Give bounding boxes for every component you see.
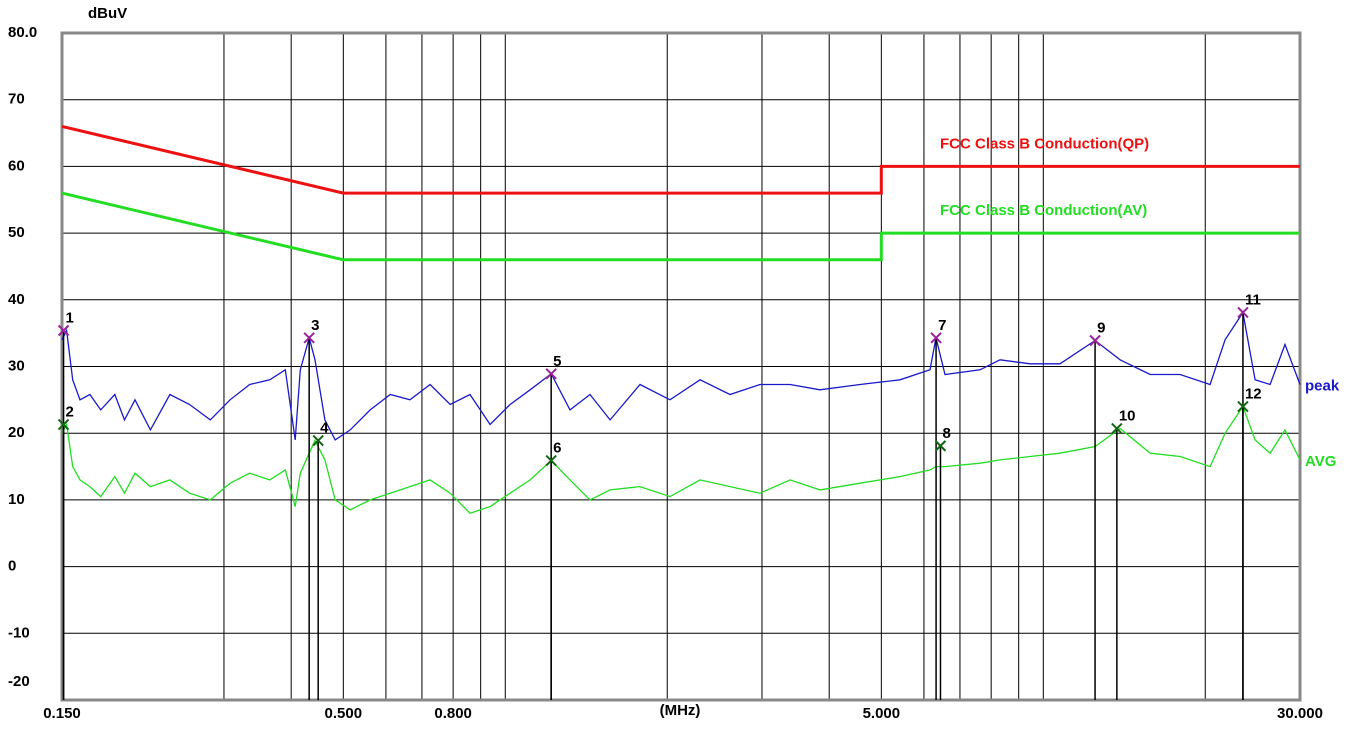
y-tick-label: 70 [8, 91, 25, 108]
y-tick-label: 10 [8, 491, 25, 508]
y-tick-label: -10 [8, 624, 30, 641]
marker-label: 11 [1245, 291, 1261, 308]
y-tick-label: 30 [8, 357, 25, 374]
marker-x [57, 324, 70, 337]
marker-label: 10 [1119, 407, 1136, 424]
x-axis-label: (MHz) [660, 702, 701, 719]
marker-x [930, 332, 942, 344]
series-label: FCC Class B Conduction(QP) [940, 135, 1149, 152]
y-tick-label: 40 [8, 291, 25, 308]
marker-label: 6 [553, 440, 561, 457]
marker-label: 12 [1245, 385, 1262, 402]
marker-label: 1 [66, 309, 74, 326]
series-line [61, 124, 1300, 195]
y-tick-label: -20 [8, 673, 30, 690]
x-tick-label: 0.150 [43, 705, 81, 722]
marker-label: 9 [1097, 319, 1105, 336]
marker-x [545, 368, 557, 380]
marker-x [545, 454, 557, 467]
marker-x [1089, 334, 1101, 347]
x-tick-label: 0.500 [325, 705, 363, 722]
y-axis-label: dBuV [88, 5, 127, 22]
series-line [61, 405, 1301, 514]
marker-label: 7 [938, 317, 946, 334]
marker-x [934, 440, 947, 452]
series-label: FCC Class B Conduction(AV) [940, 202, 1147, 219]
marker-label: 3 [311, 317, 319, 334]
series-label: AVG [1305, 453, 1336, 470]
marker-x [57, 418, 70, 431]
x-tick-label: 30.000 [1277, 705, 1323, 722]
marker-x [303, 332, 315, 344]
y-tick-label: 80.0 [8, 24, 37, 41]
x-tick-label: 0.800 [434, 705, 472, 722]
marker-label: 4 [320, 420, 329, 437]
marker-label: 5 [553, 353, 561, 370]
series-line [61, 191, 1300, 262]
x-tick-label: 5.000 [863, 705, 901, 722]
marker-x [312, 434, 324, 447]
marker-x [1237, 400, 1249, 413]
y-tick-label: 20 [8, 424, 25, 441]
y-tick-label: 50 [8, 224, 25, 241]
marker-x [1237, 306, 1249, 319]
marker-label: 2 [66, 403, 74, 420]
series-line [61, 310, 1301, 441]
series-label: peak [1305, 377, 1340, 394]
plot-border [60, 31, 1302, 702]
y-tick-label: 0 [8, 558, 16, 575]
marker-x [1111, 422, 1123, 435]
marker-label: 8 [942, 425, 950, 442]
y-tick-label: 60 [8, 157, 25, 174]
